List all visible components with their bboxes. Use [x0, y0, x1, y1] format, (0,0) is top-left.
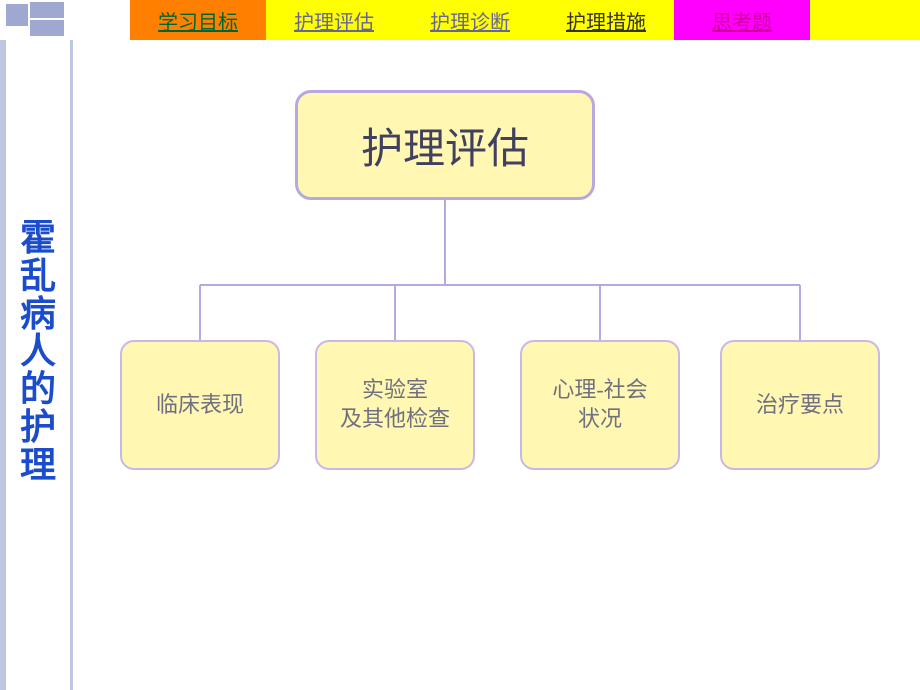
vertical-page-title: 霍乱病人的护理: [18, 220, 58, 485]
nav-tab-0[interactable]: 学习目标: [130, 0, 266, 40]
left-rule-thin: [70, 40, 73, 690]
left-rule-thick: [0, 40, 6, 690]
diagram-child-node-1: 实验室 及其他检查: [315, 340, 475, 470]
top-nav-bar: 学习目标护理评估护理诊断护理措施思考题: [0, 0, 920, 40]
diagram-child-node-2: 心理-社会 状况: [520, 340, 680, 470]
vertical-title-char: 乱: [18, 258, 58, 296]
diagram-child-node-3: 治疗要点: [720, 340, 880, 470]
deco-rect-icon: [30, 2, 64, 18]
deco-square-icon: [6, 4, 28, 26]
nav-tab-4[interactable]: 思考题: [674, 0, 810, 40]
corner-decoration: [0, 0, 130, 40]
vertical-title-char: 人: [18, 333, 58, 371]
nav-tab-1[interactable]: 护理评估: [266, 0, 402, 40]
org-diagram: 护理评估 临床表现实验室 及其他检查心理-社会 状况治疗要点: [120, 80, 900, 500]
diagram-root-node: 护理评估: [295, 90, 595, 200]
vertical-title-char: 护: [18, 409, 58, 447]
vertical-title-char: 霍: [18, 220, 58, 258]
nav-tab-2[interactable]: 护理诊断: [402, 0, 538, 40]
vertical-title-char: 病: [18, 296, 58, 334]
diagram-child-node-0: 临床表现: [120, 340, 280, 470]
vertical-title-char: 的: [18, 371, 58, 409]
tab-strip: 学习目标护理评估护理诊断护理措施思考题: [130, 0, 810, 40]
nav-tab-3[interactable]: 护理措施: [538, 0, 674, 40]
vertical-title-char: 理: [18, 447, 58, 485]
deco-rect-icon: [30, 20, 64, 36]
